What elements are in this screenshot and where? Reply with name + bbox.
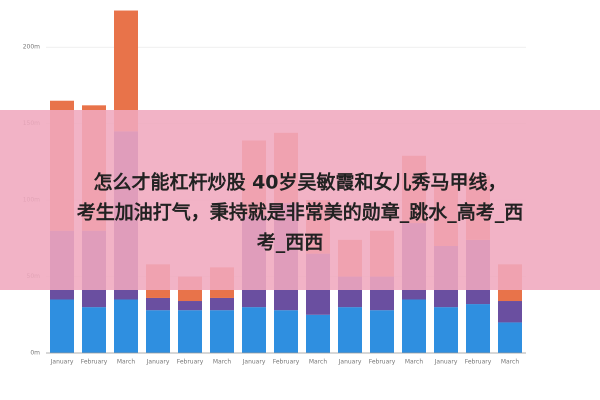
bar-segment: [114, 299, 138, 353]
overlay-line: 考_西西: [257, 232, 324, 254]
x-tick-label: February: [273, 359, 300, 366]
x-tick-label: March: [501, 359, 519, 366]
bar-segment: [498, 301, 522, 323]
bar-segment: [50, 299, 74, 353]
bar-segment: [306, 314, 330, 353]
y-tick-label: 0m: [30, 350, 40, 357]
x-tick-label: March: [309, 359, 327, 366]
x-tick-label: February: [81, 359, 108, 366]
bar-segment: [178, 310, 202, 353]
x-tick-label: March: [213, 359, 231, 366]
x-tick-label: February: [465, 359, 492, 366]
overlay-line: 考生加油打气，秉持就是非常美的勋章_跳水_高考_西: [77, 201, 524, 224]
x-tick-label: January: [338, 359, 362, 366]
x-tick-label: January: [434, 359, 458, 366]
bar-segment: [498, 322, 522, 353]
bar-segment: [210, 310, 234, 353]
bar-segment: [178, 301, 202, 311]
bar-segment: [82, 307, 106, 353]
bar-segment: [370, 310, 394, 353]
x-tick-label: January: [50, 359, 74, 366]
bar-segment: [466, 304, 490, 353]
y-tick-label: 200m: [23, 44, 40, 51]
bar-segment: [242, 307, 266, 353]
bar-segment: [146, 297, 170, 311]
x-tick-label: February: [177, 359, 204, 366]
bar-segment: [402, 299, 426, 353]
x-tick-label: March: [117, 359, 135, 366]
bar-segment: [338, 307, 362, 353]
bar-segment: [210, 297, 234, 311]
overlay-line: 怎么才能杠杆炒股 40岁吴敏霞和女儿秀马甲线，: [93, 171, 506, 194]
bar-segment: [274, 310, 298, 353]
bar-segment: [146, 310, 170, 353]
overlay-band: [0, 110, 600, 290]
x-tick-label: January: [146, 359, 170, 366]
x-tick-label: February: [369, 359, 396, 366]
x-tick-label: January: [242, 359, 266, 366]
x-tick-label: March: [405, 359, 423, 366]
bar-segment: [434, 307, 458, 353]
